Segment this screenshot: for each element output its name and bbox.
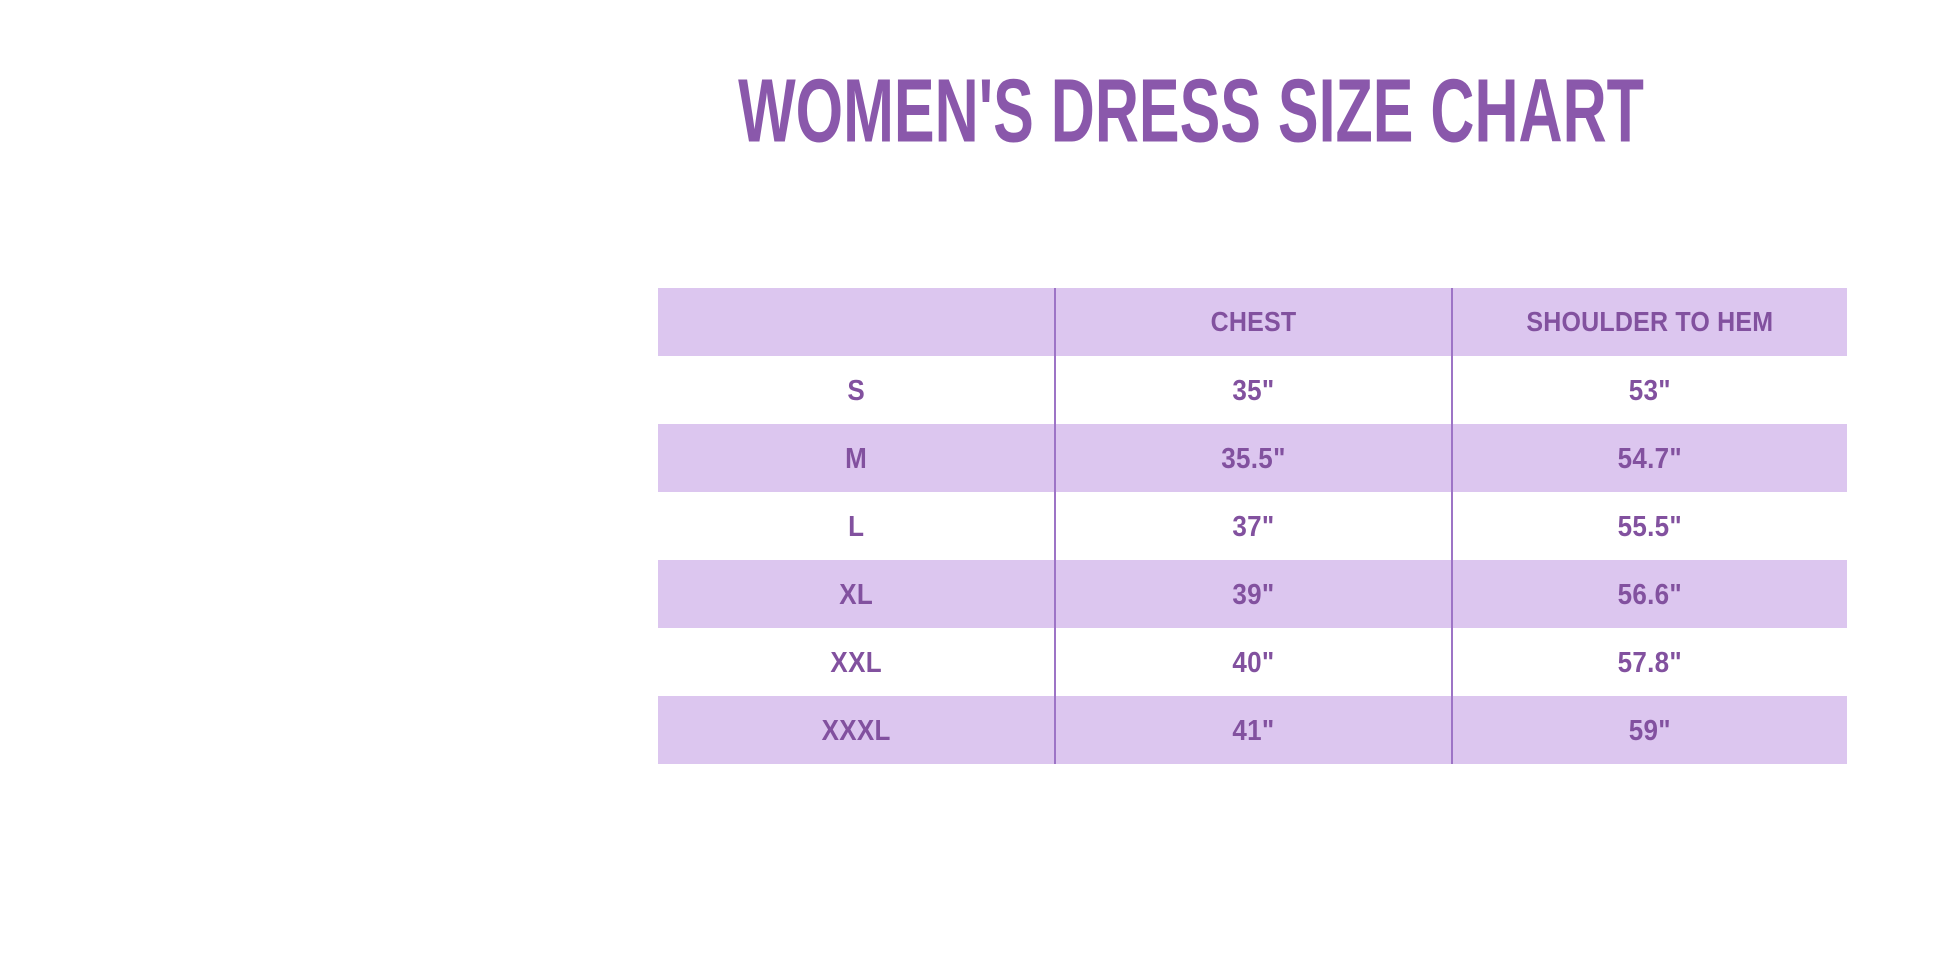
header-cell-chest: CHEST (1054, 288, 1450, 356)
chest-value-cell: 41" (1054, 696, 1450, 764)
size-label-cell: L (848, 508, 865, 543)
header-cell-shoulder-to-hem: SHOULDER TO HEM (1450, 288, 1847, 356)
table-row: M 35.5" 54.7" (658, 424, 1847, 492)
table-row: S 35" 53" (658, 356, 1847, 424)
table-row: L 37" 55.5" (658, 492, 1847, 560)
size-label-cell: XL (839, 576, 874, 611)
size-label-cell: M (845, 440, 868, 475)
chest-value-cell: 40" (1054, 628, 1450, 696)
page-title: WOMEN'S DRESS SIZE CHART (738, 60, 1644, 161)
table-row: XXL 40" 57.8" (658, 628, 1847, 696)
shoulder-to-hem-value-cell: 55.5" (1450, 492, 1847, 560)
size-label-cell: XXL (830, 644, 882, 679)
shoulder-to-hem-value-cell: 54.7" (1450, 424, 1847, 492)
shoulder-to-hem-value-cell: 56.6" (1450, 560, 1847, 628)
chest-value-cell: 35" (1054, 356, 1450, 424)
header-cell-size (658, 288, 1054, 356)
shoulder-to-hem-value-cell: 59" (1450, 696, 1847, 764)
table-header-row: CHEST SHOULDER TO HEM (658, 288, 1847, 356)
chest-value-cell: 37" (1054, 492, 1450, 560)
size-label-cell: XXXL (821, 712, 891, 747)
table-row: XXXL 41" 59" (658, 696, 1847, 764)
chest-value-cell: 35.5" (1054, 424, 1450, 492)
size-chart-table: CHEST SHOULDER TO HEM S 35" 53" M 35.5" … (658, 288, 1847, 764)
shoulder-to-hem-value-cell: 57.8" (1450, 628, 1847, 696)
size-label-cell: S (847, 372, 865, 407)
chest-value-cell: 39" (1054, 560, 1450, 628)
shoulder-to-hem-value-cell: 53" (1450, 356, 1847, 424)
table-row: XL 39" 56.6" (658, 560, 1847, 628)
